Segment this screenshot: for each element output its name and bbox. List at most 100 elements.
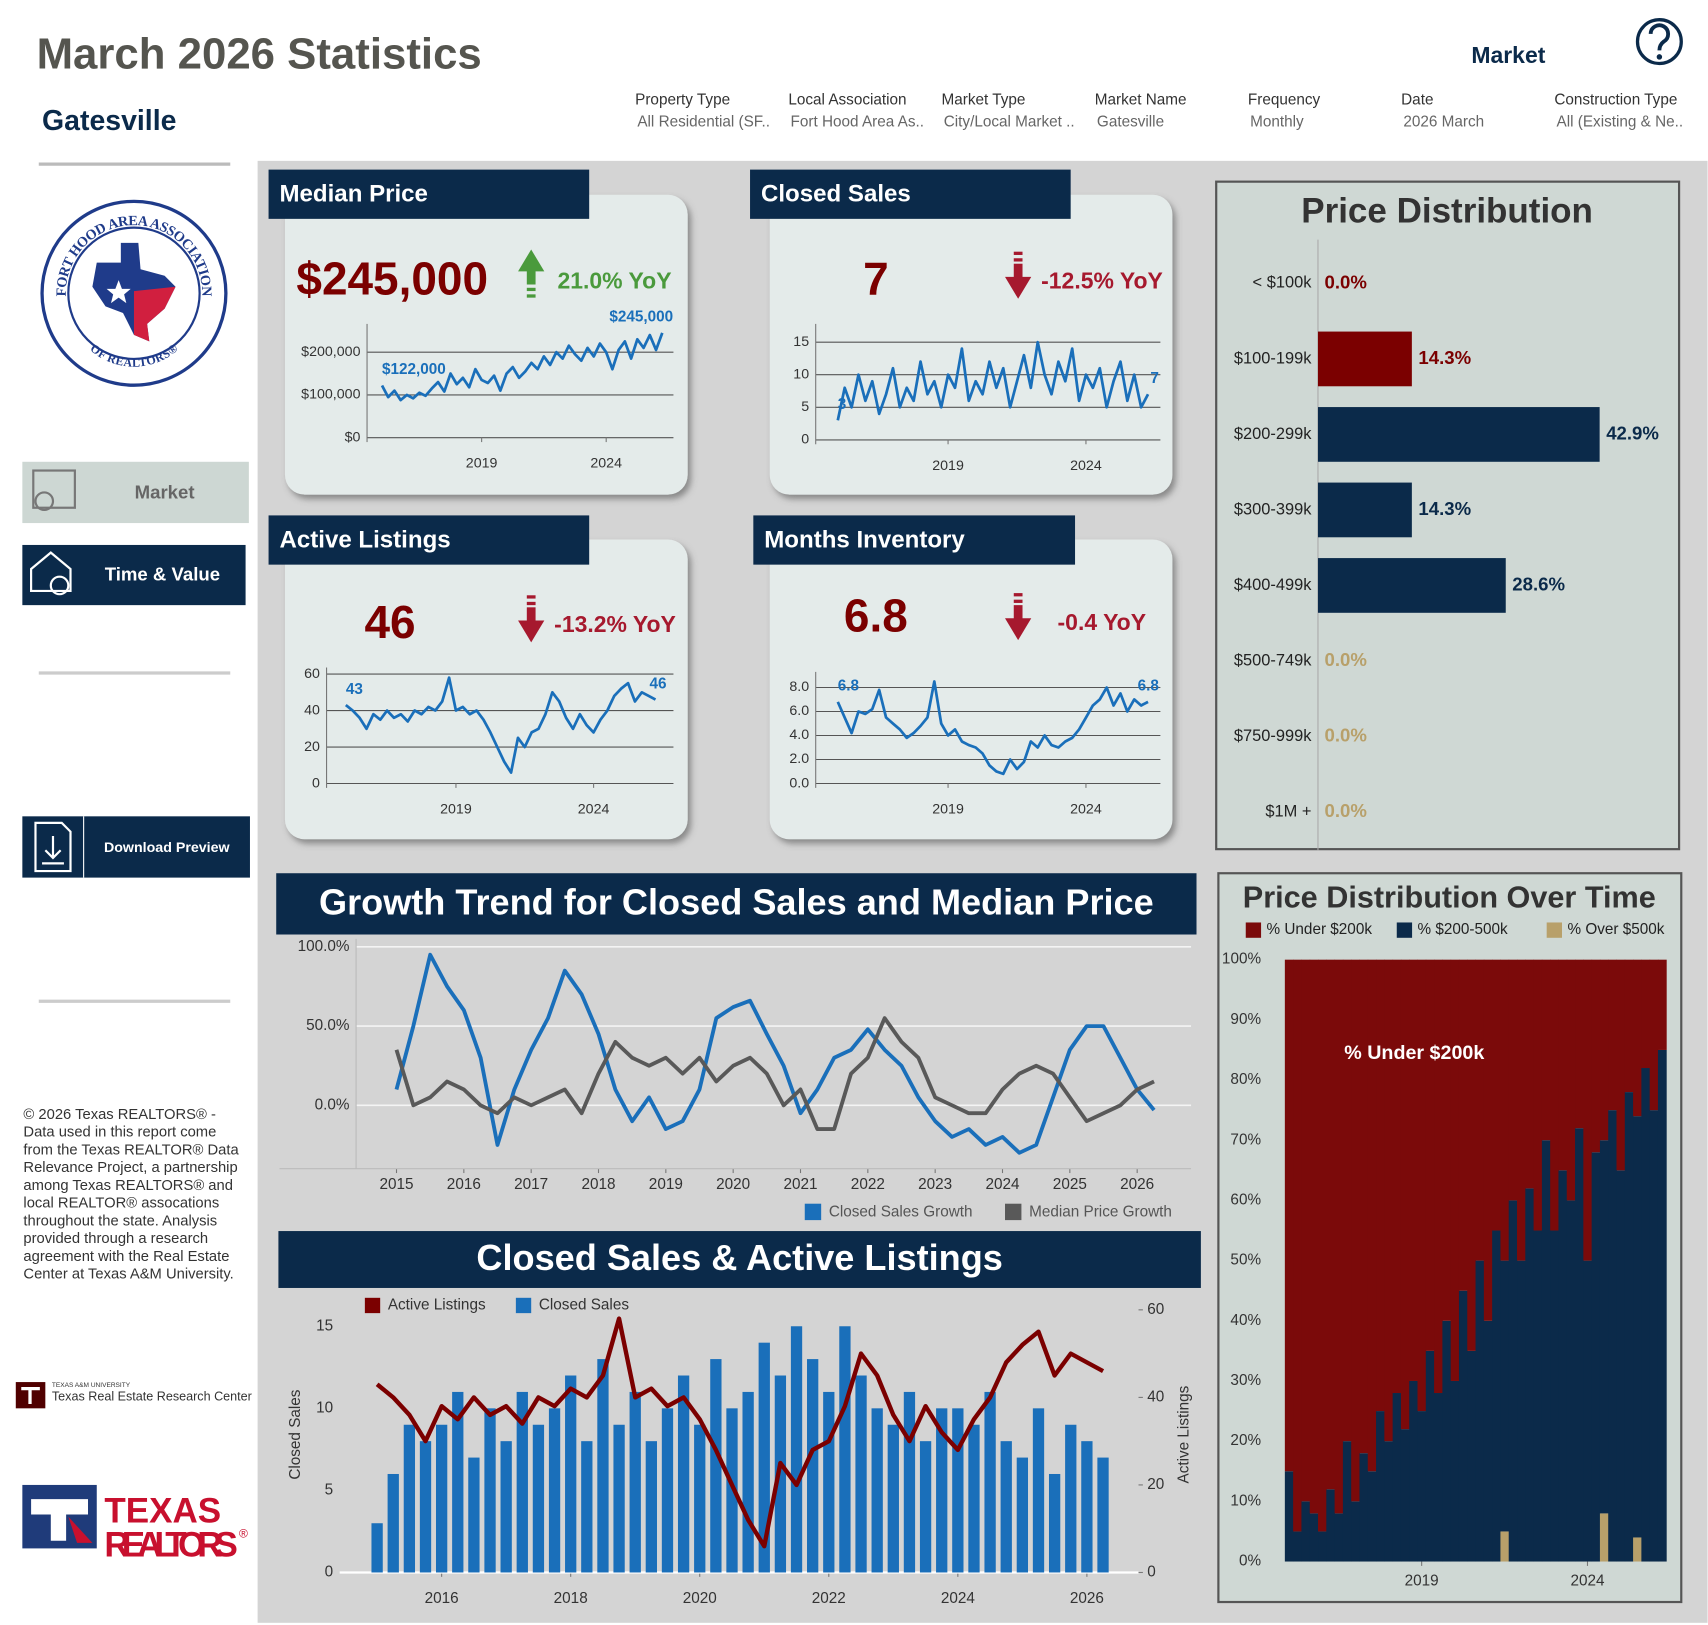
stack-segment <box>1633 959 1642 1117</box>
filter-value: 2026 March <box>1403 114 1484 131</box>
stack-segment <box>1434 959 1443 1394</box>
nav-download[interactable]: Download Preview <box>22 816 250 878</box>
tr-reg: ® <box>239 1526 248 1540</box>
stack-segment <box>1599 959 1609 1141</box>
association-logo: FORT HOOD AREA ASSOCIATION OF REALTORS® <box>40 199 228 387</box>
price-dist-panel <box>1215 180 1681 851</box>
arrow-dash <box>1013 258 1023 262</box>
arrow-shaft <box>1013 605 1023 620</box>
bar <box>1065 1424 1077 1573</box>
arrow-head <box>518 620 545 643</box>
legend-label: % Under $200k <box>1267 921 1373 938</box>
x-tick-label: 2024 <box>1570 1572 1605 1589</box>
legend-swatch <box>515 1297 532 1314</box>
arrow-dash <box>1013 251 1023 255</box>
stack-segment <box>1326 959 1336 1490</box>
filter-label: Local Association <box>788 92 906 109</box>
bar <box>710 1359 722 1573</box>
stack-segment <box>1359 1453 1369 1562</box>
bar <box>936 1408 948 1573</box>
stack-segment <box>1508 959 1518 1201</box>
stack-segment <box>1633 1116 1642 1538</box>
tr-glyph <box>68 1516 93 1543</box>
x-tick-label: 2017 <box>514 1176 548 1193</box>
bar <box>742 1391 754 1573</box>
nav-label: Download Preview <box>104 840 231 856</box>
kpi-change: -12.5% YoY <box>1041 267 1163 293</box>
stack-segment <box>1467 959 1476 1351</box>
y-tick-label: 90% <box>1230 1011 1261 1028</box>
stack-segment <box>1608 1110 1617 1562</box>
category-label: $500-749k <box>1234 651 1312 669</box>
value-label: 0.0% <box>1325 800 1368 821</box>
end-label: 7 <box>1150 370 1159 387</box>
series-line <box>394 1016 1155 1131</box>
arrow-head <box>518 249 545 272</box>
stack-segment <box>1657 1049 1667 1562</box>
series-line <box>375 1316 1105 1549</box>
nav-market[interactable]: Market <box>22 461 249 524</box>
bar <box>371 1523 383 1573</box>
chart-title: Growth Trend for Closed Sales and Median… <box>319 881 1154 922</box>
kpi-card <box>284 539 688 840</box>
help-icon[interactable] <box>1635 18 1683 66</box>
stack-segment <box>1442 1320 1452 1562</box>
y-tick-label: 10 <box>316 1399 333 1416</box>
stack-segment <box>1384 1441 1394 1562</box>
stack-segment <box>1392 959 1402 1394</box>
bar <box>919 1441 932 1573</box>
footer-line: Relevance Project, a partnership <box>23 1160 237 1176</box>
stack-segment <box>1525 959 1535 1189</box>
x-tick-label: 2024 <box>1070 458 1102 474</box>
kpi-title: Months Inventory <box>764 526 965 553</box>
arrow-shaft <box>526 270 536 285</box>
arrow-dash <box>526 294 536 298</box>
x-tick-label: 2018 <box>554 1590 588 1607</box>
stack-segment <box>1500 1531 1510 1562</box>
arrow-shaft <box>1013 263 1023 278</box>
y-axis-title: Closed Sales <box>287 1389 304 1479</box>
stack-segment <box>1293 959 1302 1532</box>
category-label: $750-999k <box>1234 727 1312 745</box>
bar <box>613 1424 625 1573</box>
tr-text: TEXAS <box>104 1492 221 1531</box>
y-tick-label: 70% <box>1230 1131 1261 1148</box>
stack-segment <box>1409 959 1418 1381</box>
stack-segment <box>1599 1513 1609 1562</box>
stack-segment <box>1508 1200 1518 1562</box>
y-tick-label: 8.0 <box>789 679 809 695</box>
bar <box>645 1441 657 1573</box>
sparkline <box>344 676 657 774</box>
filter-value: Monthly <box>1250 114 1304 131</box>
category-label: < $100k <box>1253 274 1313 292</box>
stack-segment <box>1533 959 1543 1231</box>
stack-segment <box>1591 1152 1601 1562</box>
y-tick-label: 15 <box>316 1317 333 1334</box>
legend-swatch <box>364 1297 381 1314</box>
stack-segment <box>1475 959 1485 1261</box>
bar <box>597 1359 609 1573</box>
filter-label: Frequency <box>1248 92 1321 109</box>
stack-segment <box>1558 1170 1568 1562</box>
nav-time-value[interactable]: Time & Value <box>22 544 246 606</box>
y-tick-label: 40% <box>1230 1312 1261 1329</box>
nav-icon <box>30 551 72 593</box>
stack-segment <box>1525 1188 1535 1562</box>
y-tick-label: 0.0% <box>315 1096 350 1113</box>
arrow-dash <box>1013 599 1023 603</box>
bar <box>516 1391 528 1573</box>
view-name: Market <box>1471 42 1545 68</box>
tamu-small: TEXAS A&M UNIVERSITY <box>52 1382 131 1389</box>
kpi-change: 21.0% YoY <box>557 267 671 293</box>
sparkline <box>836 340 1150 421</box>
value-label: 42.9% <box>1606 422 1659 443</box>
tr-text: REALTORS <box>104 1526 238 1565</box>
legend-label: % Over $500k <box>1567 921 1664 938</box>
bar <box>661 1408 674 1573</box>
value-label: 0.0% <box>1325 649 1368 670</box>
nav-icon <box>34 491 55 512</box>
y-tick-label: 40 <box>304 702 320 718</box>
legend-label: Active Listings <box>388 1297 486 1314</box>
stack-segment <box>1641 1068 1651 1562</box>
y-tick-label: 100% <box>1222 951 1262 968</box>
